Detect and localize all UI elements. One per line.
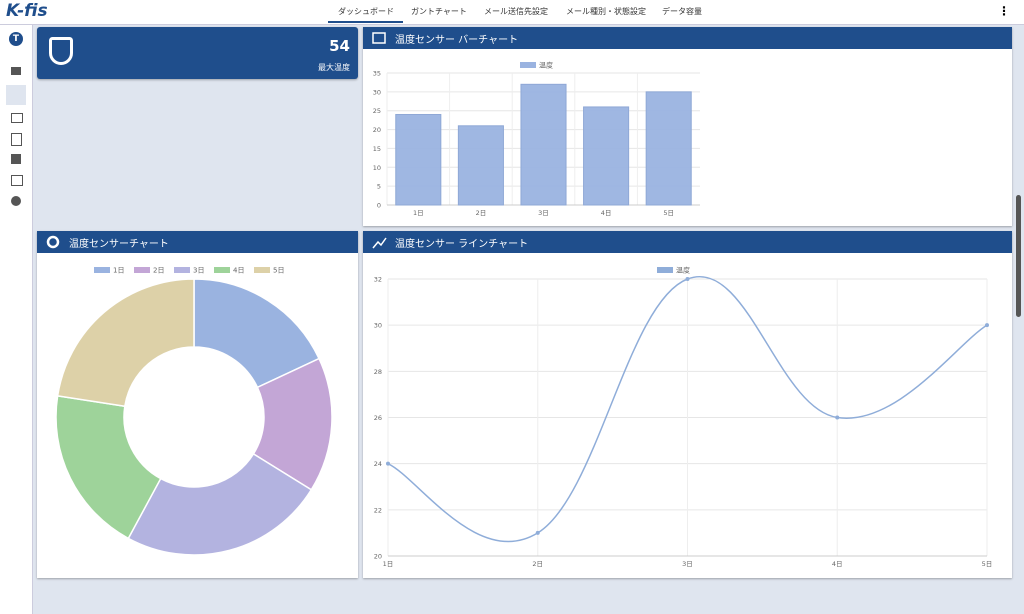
- panel-title: 温度センサー バーチャート: [395, 35, 519, 46]
- tab[interactable]: メール種別・状態設定: [566, 7, 646, 16]
- home-icon[interactable]: [11, 67, 21, 75]
- stat-card: 54 最大温度: [37, 27, 358, 79]
- panel-header: 温度センサー ラインチャート: [363, 231, 1012, 253]
- shield-icon: [49, 37, 73, 65]
- stat-value: 54: [329, 37, 350, 55]
- tab[interactable]: データ容量: [662, 7, 702, 16]
- active-tab-indicator: [328, 21, 403, 23]
- panel-header: 温度センサー バーチャート: [363, 27, 1012, 49]
- panel-header: 温度センサーチャート: [37, 231, 358, 253]
- nav-icon[interactable]: [11, 175, 23, 186]
- stat-label: 最大温度: [318, 63, 350, 72]
- nav-icon[interactable]: [11, 154, 21, 164]
- tab[interactable]: ダッシュボード: [338, 7, 394, 16]
- logo[interactable]: K-fis: [6, 1, 48, 21]
- top-bar: K-fis ダッシュボード ガントチャート メール送信先設定 メール種別・状態設…: [0, 0, 1024, 25]
- scrollbar: [1016, 195, 1021, 317]
- panel-title: 温度センサー ラインチャート: [395, 239, 529, 250]
- avatar[interactable]: T: [9, 32, 23, 46]
- settings-icon[interactable]: [11, 196, 21, 206]
- bar-panel: 温度センサー バーチャート: [363, 27, 1012, 226]
- line-panel: 温度センサー ラインチャート: [363, 231, 1012, 578]
- check-icon[interactable]: [6, 85, 26, 105]
- nav-icon[interactable]: [11, 113, 23, 123]
- tab[interactable]: ガントチャート: [411, 7, 467, 16]
- sidebar: T: [0, 25, 33, 614]
- nav-icon[interactable]: [11, 133, 22, 146]
- panel-title: 温度センサーチャート: [69, 239, 169, 250]
- tab[interactable]: メール送信先設定: [484, 7, 548, 16]
- menu-button[interactable]: ⋮: [998, 4, 1010, 18]
- doughnut-panel: 温度センサーチャート: [37, 231, 358, 578]
